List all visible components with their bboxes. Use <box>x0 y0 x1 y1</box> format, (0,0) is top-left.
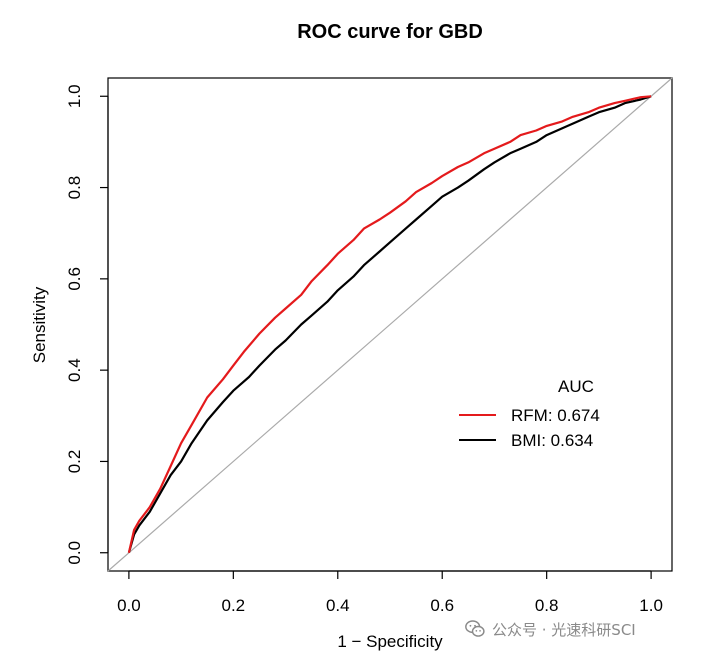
legend: AUC RFM: 0.674 BMI: 0.634 <box>459 377 600 450</box>
y-tick-label: 0.0 <box>65 541 84 565</box>
reference-diagonal <box>107 77 673 572</box>
x-axis-label: 1 − Specificity <box>337 632 443 651</box>
y-axis-label: Sensitivity <box>30 286 49 363</box>
chart-title: ROC curve for GBD <box>297 21 483 43</box>
x-tick-label: 0.4 <box>326 596 350 615</box>
series-line-bmi <box>127 95 652 554</box>
y-tick-label: 0.8 <box>65 176 84 200</box>
y-tick-label: 0.6 <box>65 267 84 291</box>
watermark-text: 公众号 · 光速科研SCI <box>492 620 636 639</box>
legend-title: AUC <box>558 377 594 396</box>
x-tick-label: 1.0 <box>639 596 663 615</box>
series-line-rfm <box>127 95 652 553</box>
x-tick-label: 0.6 <box>430 596 454 615</box>
y-tick-label: 0.4 <box>65 358 84 382</box>
legend-entry-bmi: BMI: 0.634 <box>511 431 593 450</box>
legend-entry-rfm: RFM: 0.674 <box>511 406 600 425</box>
x-tick-label: 0.2 <box>222 596 246 615</box>
x-tick-label: 0.8 <box>535 596 559 615</box>
watermark: 公众号 · 光速科研SCI <box>464 618 636 640</box>
y-tick-label: 1.0 <box>65 84 84 108</box>
y-tick-label: 0.2 <box>65 450 84 474</box>
x-tick-label: 0.0 <box>117 596 141 615</box>
wechat-icon <box>465 620 485 637</box>
